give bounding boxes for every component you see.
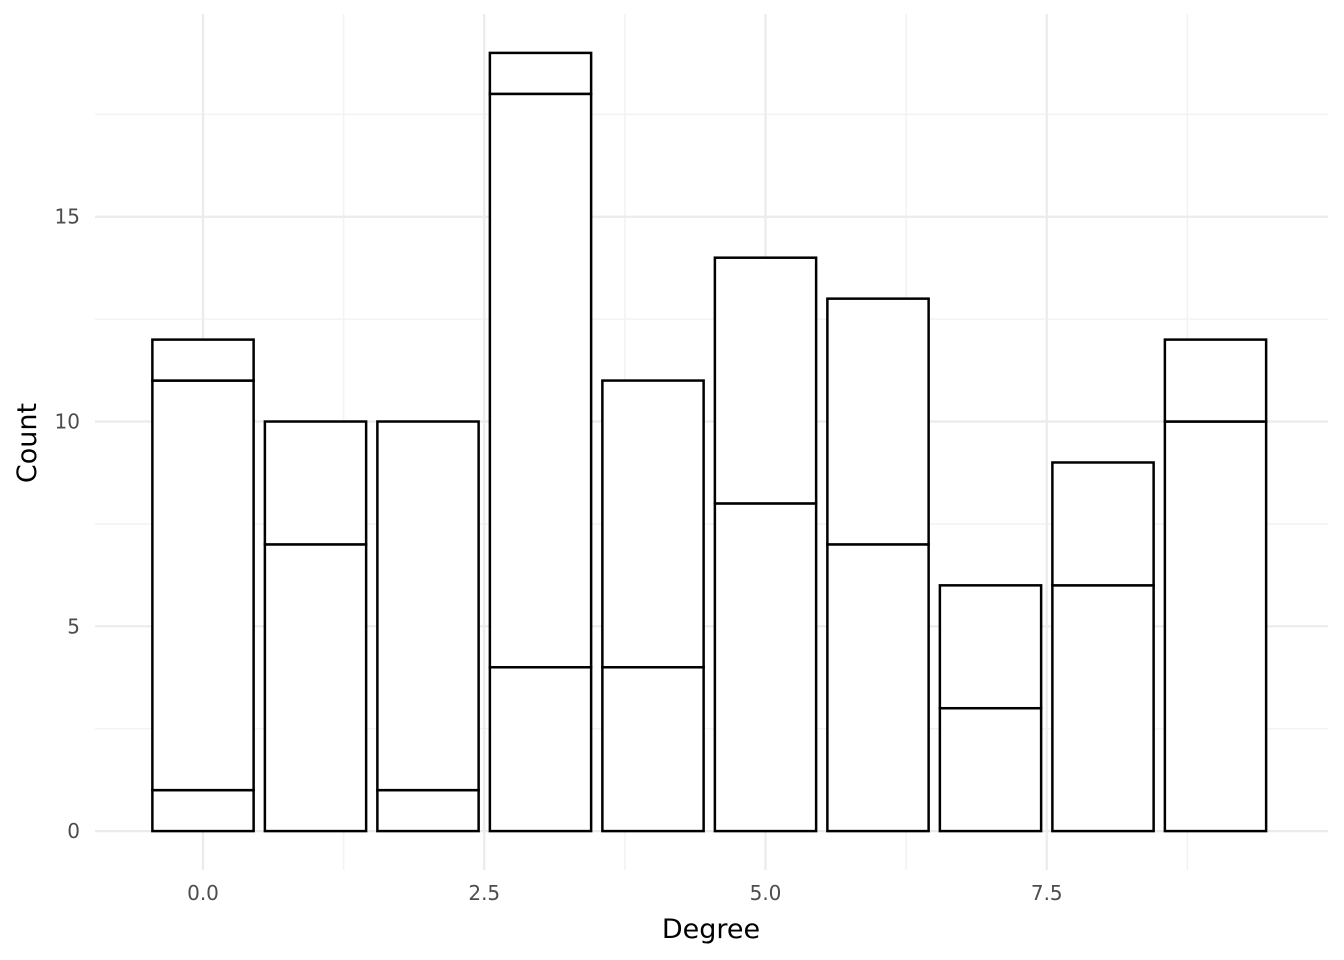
bar-segment [488, 92, 593, 669]
bar-segment [263, 420, 368, 546]
bar-segment [151, 379, 255, 792]
y-tick-label: 5 [67, 614, 80, 638]
y-tick-label: 15 [55, 205, 80, 229]
bar-segment [1163, 338, 1268, 423]
y-axis-title: Count [12, 403, 43, 483]
bar-segment [826, 543, 930, 833]
bar-segment [151, 338, 255, 382]
x-tick-label: 0.0 [187, 881, 219, 905]
y-tick-label: 10 [55, 410, 80, 434]
bar-segment [376, 788, 480, 833]
x-tick-label: 5.0 [750, 881, 782, 905]
bar-segment [376, 420, 480, 792]
bar-segment [1051, 461, 1155, 587]
bar-segment [938, 706, 1043, 833]
x-tick-label: 2.5 [468, 881, 500, 905]
bar-segment [826, 297, 930, 546]
bar-segment [488, 51, 593, 96]
bar-segment [938, 584, 1043, 710]
bar-segment [151, 788, 255, 833]
x-tick-label: 7.5 [1031, 881, 1063, 905]
x-axis-title: Degree [662, 914, 760, 945]
bar-segment [601, 379, 705, 669]
bars [151, 51, 1268, 833]
bar-segment [488, 666, 593, 833]
y-tick-labels: 0 5 10 15 [55, 205, 80, 843]
y-tick-label: 0 [67, 819, 80, 843]
x-tick-labels: 0.0 2.5 5.0 7.5 [187, 881, 1063, 905]
bar-segment [713, 256, 818, 505]
bar-segment [601, 666, 705, 833]
bar-segment [1163, 420, 1268, 833]
bar-segment [713, 502, 818, 833]
bar-segment [1051, 584, 1155, 833]
bar-segment [263, 543, 368, 833]
